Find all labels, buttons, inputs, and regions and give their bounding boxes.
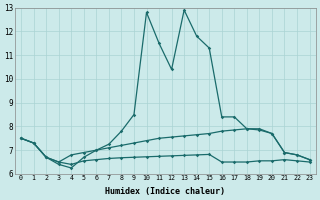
- X-axis label: Humidex (Indice chaleur): Humidex (Indice chaleur): [105, 187, 225, 196]
